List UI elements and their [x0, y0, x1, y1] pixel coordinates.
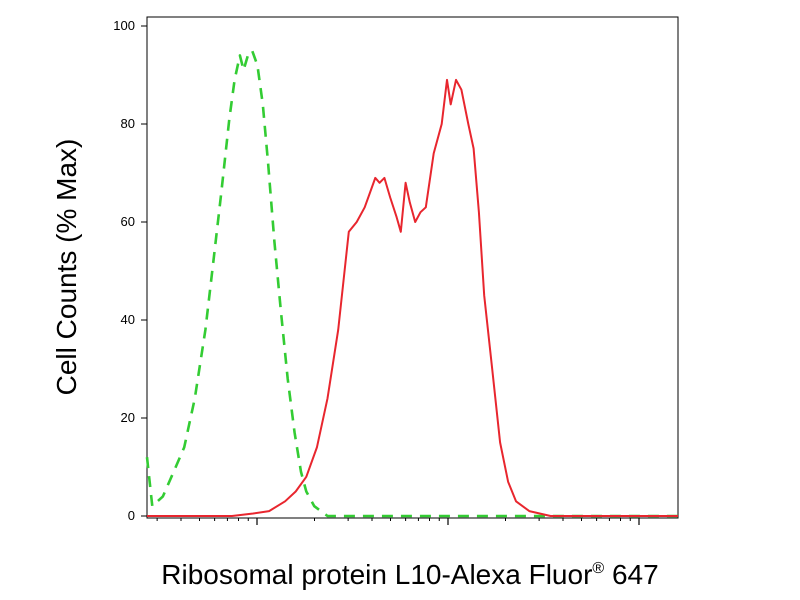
series-layer [145, 49, 678, 518]
plot-frame [146, 16, 679, 519]
y-tick-label: 40 [121, 312, 135, 327]
y-tick-label: 80 [121, 116, 135, 131]
y-axis-label: Cell Counts (% Max) [51, 139, 82, 396]
y-axis: 0 20 40 60 80 100 [113, 18, 147, 523]
y-tick-label: 100 [113, 18, 135, 33]
y-tick-label: 0 [128, 508, 135, 523]
y-tick-label: 60 [121, 214, 135, 229]
x-axis [156, 518, 640, 525]
series-line-1 [145, 49, 678, 518]
y-tick-label: 20 [121, 410, 135, 425]
x-axis-label: Ribosomal protein L10-Alexa Fluor® 647 [161, 559, 658, 590]
x-axis-label-tail: 647 [604, 559, 659, 590]
x-axis-label-sup: ® [592, 560, 604, 577]
x-axis-label-main: Ribosomal protein L10-Alexa Fluor [161, 559, 592, 590]
series-line-2 [147, 78, 678, 517]
